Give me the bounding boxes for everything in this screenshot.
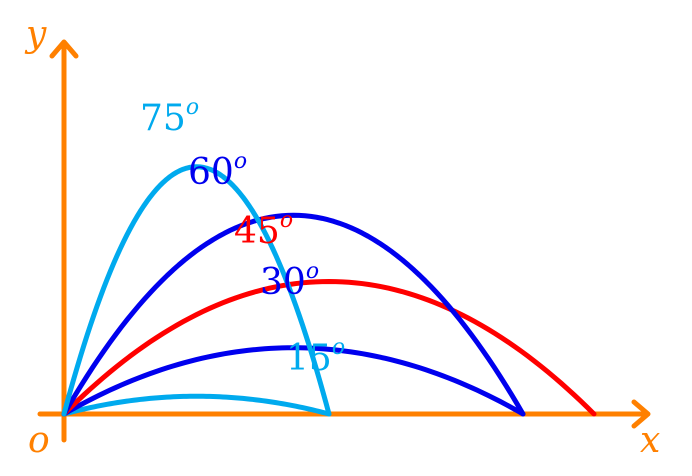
angle-label-60: 60o (188, 149, 247, 193)
trajectories (61, 164, 597, 417)
trajectory-45-deg (61, 279, 597, 417)
trajectory-60-deg (61, 212, 526, 417)
angle-label-15: 15o (286, 335, 345, 379)
y-axis-arrowhead (49, 39, 79, 59)
x-axis-label: x (640, 420, 660, 461)
angle-value-75: 75 (140, 98, 186, 139)
degree-mark-75: o (186, 95, 199, 120)
angle-value-45: 45 (234, 211, 280, 252)
trajectory-30-deg (61, 345, 526, 417)
trajectory-15-deg (61, 393, 332, 417)
axes: y x o (24, 14, 660, 461)
angle-labels: 75o 60o 45o 30o 15o (140, 95, 345, 379)
degree-mark-30: o (306, 259, 319, 284)
angle-label-30: 30o (260, 259, 319, 303)
angle-value-30: 30 (260, 262, 306, 303)
x-axis-arrowhead (631, 399, 651, 429)
degree-mark-60: o (234, 149, 247, 174)
y-axis-label: y (24, 14, 47, 55)
angle-value-60: 60 (188, 152, 234, 193)
trajectory-75-deg (61, 164, 332, 417)
angle-value-15: 15 (286, 338, 332, 379)
degree-mark-45: o (280, 208, 293, 233)
angle-label-45: 45o (234, 208, 293, 252)
degree-mark-15: o (332, 335, 345, 360)
angle-label-75: 75o (140, 95, 199, 139)
origin-label: o (28, 420, 50, 461)
